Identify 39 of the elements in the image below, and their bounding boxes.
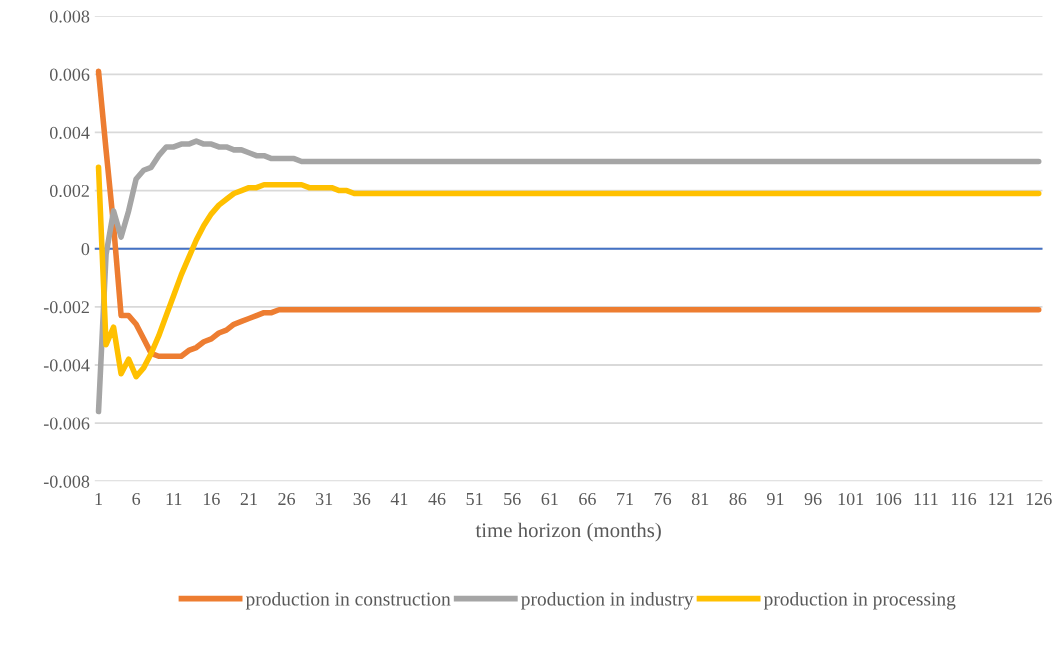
x-tick-label: 106 [876,492,902,506]
y-tick-label: 0.002 [49,184,89,198]
x-tick-label: 116 [951,492,977,506]
y-tick-label: 0.008 [49,10,90,23]
x-tick-label: 1 [95,492,102,505]
x-tick-label: 101 [838,492,864,506]
x-tick-label: 31 [316,492,333,506]
legend-label: production in construction [245,591,451,610]
x-tick-label: 126 [1026,492,1052,506]
y-tick-label: -0.004 [43,359,90,372]
x-tick-label: 41 [390,492,408,505]
x-tick-label: 91 [767,492,784,506]
x-tick-label: 66 [579,492,596,506]
x-tick-label: 26 [278,492,296,506]
x-tick-label: 86 [729,492,747,506]
x-tick-label: 96 [804,492,822,506]
legend-label: production in industry [521,591,694,610]
x-tick-label: 11 [166,492,182,505]
x-tick-label: 6 [132,492,141,506]
x-tick-label: 61 [541,492,558,506]
x-tick-label: 71 [617,492,633,505]
legend-label: production in processing [763,591,956,610]
x-tick-label: 111 [914,492,938,505]
x-tick-label: 46 [428,492,446,506]
y-tick-label: -0.008 [43,475,90,488]
y-tick-label: -0.002 [43,301,89,314]
x-tick-label: 36 [353,492,371,506]
x-tick-label: 16 [203,492,220,506]
y-tick-label: 0.006 [49,68,90,81]
x-tick-label: 121 [989,492,1014,505]
x-tick-label: 51 [466,492,483,506]
x-tick-label: 81 [691,492,709,506]
x-tick-label: 76 [654,492,672,506]
y-tick-label: 0 [81,242,90,256]
x-tick-label: 21 [240,492,257,505]
y-tick-label: -0.006 [43,417,90,430]
x-tick-label: 56 [504,492,521,506]
y-tick-label: 0.004 [49,126,90,139]
x-axis-title: time horizon (months) [475,522,661,542]
